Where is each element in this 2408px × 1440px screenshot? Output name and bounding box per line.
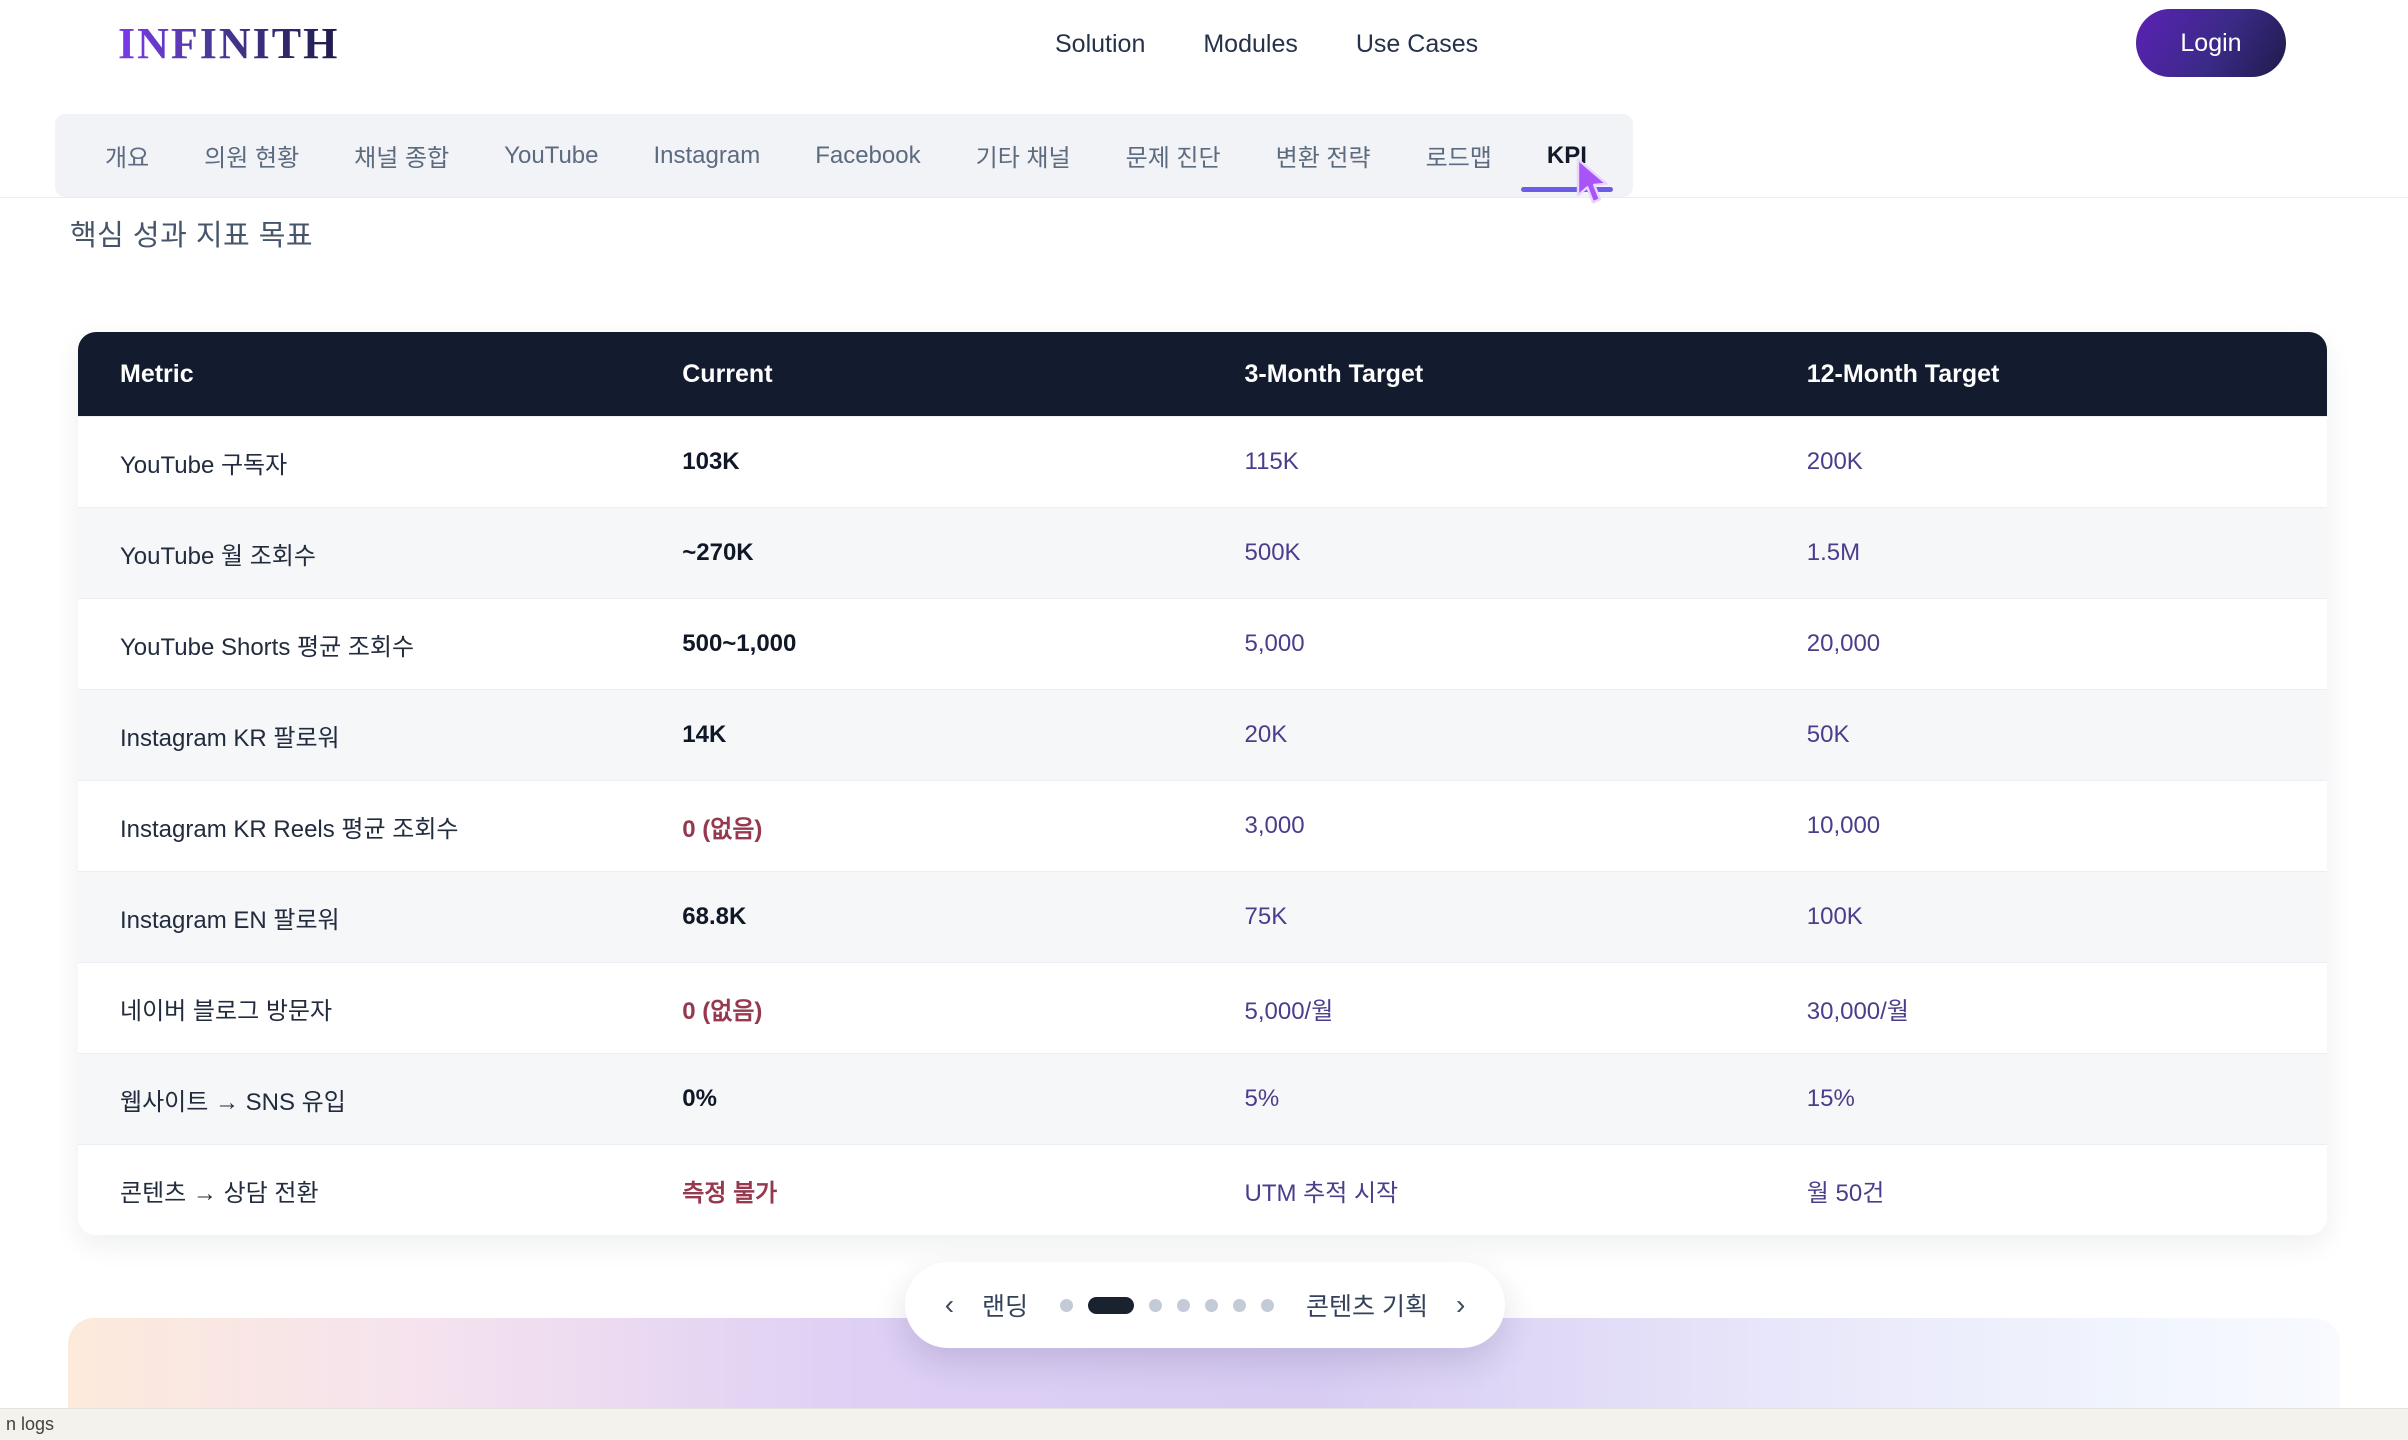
cell-metric: YouTube 월 조회수 [120, 542, 316, 570]
table-row: Instagram KR 팔로워 14K 20K 50K [78, 689, 2327, 780]
table-row: Instagram EN 팔로워 68.8K 75K 100K [78, 871, 2327, 962]
pager-prev-label[interactable]: 랜딩 [982, 1293, 1029, 1321]
cell-current: 500~1,000 [682, 630, 797, 657]
cell-metric: YouTube 구독자 [120, 451, 288, 479]
column-header-metric: Metric [120, 359, 194, 388]
nav-modules[interactable]: Modules [1203, 30, 1298, 58]
tab-10[interactable]: 로드맵 [1425, 145, 1492, 172]
cell-12-month-target: 월 50건 [1806, 1179, 1885, 1207]
table-row: Instagram KR Reels 평균 조회수 0 (없음) 3,000 10,0… [78, 780, 2327, 871]
cell-metric: YouTube Shorts 평균 조회수 [120, 633, 415, 661]
table-row: YouTube 월 조회수 ~270K 500K 1.5M [78, 507, 2327, 598]
pager-next-label[interactable]: 콘텐츠 기획 [1306, 1293, 1428, 1321]
table-row: 콘텐츠 → 상담 전환 측정 불가 UTM 추적 시작 월 50건 [78, 1144, 2327, 1235]
cell-3-month-target: 5% [1244, 1085, 1280, 1112]
cell-3-month-target: 3,000 [1244, 812, 1305, 839]
nav-use-cases[interactable]: Use Cases [1355, 30, 1479, 58]
tabstrip-divider [0, 197, 2408, 198]
cell-current: 측정 불가 [682, 1179, 778, 1207]
cell-3-month-target: 500K [1244, 539, 1301, 566]
column-header-current: Current [682, 359, 773, 388]
tab-4[interactable]: YouTube [504, 141, 599, 169]
cell-3-month-target: 75K [1244, 903, 1288, 930]
cell-12-month-target: 10,000 [1806, 812, 1881, 839]
pager-prev-icon[interactable]: ‹ [944, 1289, 955, 1320]
tab-9[interactable]: 변환 전략 [1275, 145, 1371, 172]
pager-dot[interactable] [1205, 1298, 1219, 1312]
pager-dot[interactable] [1233, 1298, 1247, 1312]
pager-dot-active[interactable] [1088, 1296, 1135, 1314]
page-title: 핵심 성과 지표 목표 [70, 220, 314, 252]
section-pager: ‹ 랜딩 콘텐츠 기획 › [905, 1262, 1505, 1348]
status-bar-text: n logs [6, 1414, 55, 1434]
cell-current: 0 (없음) [682, 997, 763, 1025]
tab-6[interactable]: Facebook [815, 141, 921, 169]
tab-11[interactable]: KPI [1520, 141, 1613, 192]
cell-current: 0% [682, 1085, 717, 1112]
cell-3-month-target: 5,000 [1244, 630, 1305, 657]
tab-5[interactable]: Instagram [653, 141, 761, 169]
cell-12-month-target: 30,000/월 [1806, 997, 1909, 1025]
column-header-12-month-target: 12-Month Target [1806, 359, 2000, 388]
cell-metric: 콘텐츠 → 상담 전환 [120, 1179, 319, 1207]
cell-current: 14K [682, 721, 727, 748]
cell-current: 68.8K [682, 903, 747, 930]
cell-12-month-target: 15% [1806, 1085, 1855, 1112]
cell-12-month-target: 200K [1806, 448, 1863, 475]
table-row: 웹사이트 → SNS 유입 0% 5% 15% [78, 1053, 2327, 1144]
kpi-table: Metric Current 3-Month Target 12-Month T… [78, 332, 2327, 1235]
cell-12-month-target: 1.5M [1806, 539, 1861, 566]
cell-metric: Instagram EN 팔로워 [120, 906, 340, 934]
cell-12-month-target: 100K [1806, 903, 1863, 930]
kpi-table-header-row: Metric Current 3-Month Target 12-Month T… [78, 332, 2327, 416]
status-bar: n logs [0, 1408, 2408, 1440]
main-nav: Solution Modules Use Cases [1055, 30, 1478, 59]
cell-current: ~270K [682, 539, 754, 566]
pager-dots [1060, 1296, 1275, 1314]
cell-metric: Instagram KR Reels 평균 조회수 [120, 815, 459, 843]
column-header-3-month-target: 3-Month Target [1244, 359, 1424, 388]
cell-3-month-target: UTM 추적 시작 [1244, 1179, 1399, 1207]
cell-12-month-target: 20,000 [1806, 630, 1881, 657]
table-row: YouTube 구독자 103K 115K 200K [78, 416, 2327, 507]
nav-solution[interactable]: Solution [1055, 30, 1146, 58]
cell-3-month-target: 115K [1244, 448, 1299, 475]
tab-3[interactable]: 채널 종합 [354, 145, 450, 172]
cell-metric: 네이버 블로그 방문자 [120, 997, 333, 1025]
table-row: YouTube Shorts 평균 조회수 500~1,000 5,000 20,00… [78, 598, 2327, 689]
tab-7[interactable]: 기타 채널 [975, 145, 1071, 172]
pager-dot[interactable] [1177, 1298, 1191, 1312]
login-button[interactable]: Login [2136, 9, 2286, 77]
tab-2[interactable]: 의원 현황 [204, 145, 300, 172]
pager-next-icon[interactable]: › [1455, 1289, 1466, 1320]
cell-3-month-target: 20K [1244, 721, 1288, 748]
table-row: 네이버 블로그 방문자 0 (없음) 5,000/월 30,000/월 [78, 962, 2327, 1053]
kpi-table-body: YouTube 구독자 103K 115K 200K YouTube 월 조회수 ~270… [78, 416, 2327, 1235]
pager-dot[interactable] [1149, 1298, 1163, 1312]
pager-dot[interactable] [1060, 1298, 1074, 1312]
cell-current: 0 (없음) [682, 815, 763, 843]
cell-current: 103K [682, 448, 740, 475]
cell-metric: Instagram KR 팔로워 [120, 724, 340, 752]
pager-dot[interactable] [1261, 1298, 1275, 1312]
tab-1[interactable]: 개요 [105, 145, 150, 172]
tab-8[interactable]: 문제 진단 [1125, 145, 1221, 172]
cell-12-month-target: 50K [1806, 721, 1850, 748]
cell-metric: 웹사이트 → SNS 유입 [120, 1088, 346, 1116]
cell-3-month-target: 5,000/월 [1244, 997, 1334, 1025]
brand-logo[interactable]: INFINITH [118, 19, 340, 68]
section-tabstrip: 개요 의원 현황 채널 종합 YouTube Instagram Facebook 기타 채… [55, 114, 1633, 197]
